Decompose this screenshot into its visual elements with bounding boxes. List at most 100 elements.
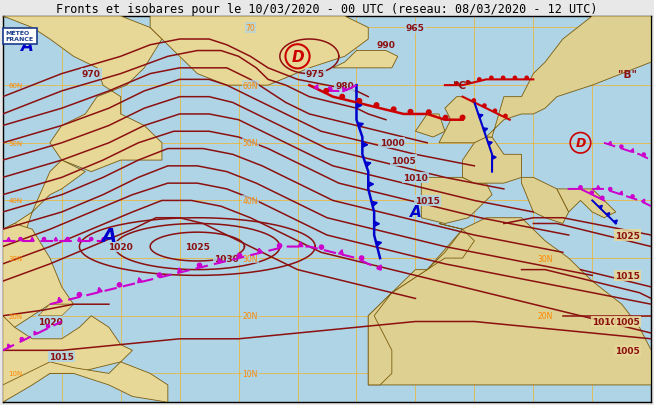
Circle shape <box>46 325 50 328</box>
Text: 50N: 50N <box>9 141 23 147</box>
Text: 1025: 1025 <box>185 243 210 252</box>
Text: 30N: 30N <box>243 254 258 263</box>
Polygon shape <box>3 17 162 172</box>
Text: 1015: 1015 <box>415 196 439 205</box>
Polygon shape <box>377 265 381 271</box>
Polygon shape <box>358 124 364 128</box>
Text: 30N: 30N <box>9 256 23 262</box>
Polygon shape <box>421 178 492 224</box>
Polygon shape <box>374 222 379 227</box>
Circle shape <box>426 111 431 115</box>
Polygon shape <box>97 288 102 293</box>
Text: 1015: 1015 <box>49 352 74 361</box>
Polygon shape <box>3 224 73 402</box>
Circle shape <box>477 79 481 82</box>
Polygon shape <box>333 51 398 69</box>
Polygon shape <box>439 98 486 143</box>
Circle shape <box>466 81 470 85</box>
Polygon shape <box>376 242 381 247</box>
Circle shape <box>600 197 604 200</box>
Circle shape <box>77 293 82 297</box>
Polygon shape <box>462 138 521 184</box>
Polygon shape <box>101 238 105 241</box>
Polygon shape <box>368 182 373 187</box>
Circle shape <box>340 95 345 100</box>
Text: "C": "C" <box>453 81 472 91</box>
Text: 40N: 40N <box>9 198 23 204</box>
Polygon shape <box>218 258 222 264</box>
Text: 975: 975 <box>305 70 324 79</box>
Circle shape <box>19 238 22 241</box>
Text: 1010: 1010 <box>403 173 428 182</box>
Polygon shape <box>415 115 445 138</box>
Circle shape <box>472 100 475 103</box>
Circle shape <box>66 238 69 241</box>
Text: 1005: 1005 <box>391 156 416 165</box>
Circle shape <box>117 283 122 287</box>
Text: D: D <box>291 50 304 65</box>
Polygon shape <box>365 162 371 167</box>
Text: 965: 965 <box>406 24 425 33</box>
Circle shape <box>328 88 332 92</box>
Polygon shape <box>371 202 377 207</box>
Polygon shape <box>483 128 488 132</box>
Polygon shape <box>557 190 616 218</box>
Polygon shape <box>478 115 483 119</box>
Text: 20N: 20N <box>9 313 23 319</box>
Text: A: A <box>409 205 421 220</box>
Circle shape <box>357 99 362 104</box>
Circle shape <box>493 110 496 113</box>
Circle shape <box>360 256 364 260</box>
Circle shape <box>237 254 241 258</box>
Polygon shape <box>642 200 645 203</box>
Circle shape <box>525 77 528 80</box>
Circle shape <box>504 115 507 118</box>
Polygon shape <box>178 268 182 273</box>
Text: 1000: 1000 <box>379 139 404 148</box>
Polygon shape <box>368 218 651 385</box>
Polygon shape <box>138 278 143 283</box>
Text: 40N: 40N <box>243 196 258 205</box>
Polygon shape <box>596 186 600 190</box>
Text: 980: 980 <box>336 81 354 90</box>
Circle shape <box>502 77 505 80</box>
Polygon shape <box>314 85 318 90</box>
Polygon shape <box>492 156 496 160</box>
Polygon shape <box>486 17 651 138</box>
Text: 70: 70 <box>245 24 255 33</box>
Text: 1005: 1005 <box>615 346 640 355</box>
Circle shape <box>43 238 46 241</box>
Text: 990: 990 <box>377 41 396 50</box>
Text: 60N: 60N <box>243 81 258 90</box>
Circle shape <box>158 273 162 277</box>
Text: MÉTÉO
FRANCE: MÉTÉO FRANCE <box>6 31 34 42</box>
Polygon shape <box>606 213 610 217</box>
Polygon shape <box>339 250 343 255</box>
Circle shape <box>642 153 645 157</box>
Text: 970: 970 <box>82 70 101 79</box>
Polygon shape <box>619 192 623 196</box>
Text: 10N: 10N <box>243 369 258 378</box>
Polygon shape <box>3 161 85 230</box>
Text: 1010: 1010 <box>592 317 617 326</box>
Text: 1020: 1020 <box>109 243 133 252</box>
Text: 50N: 50N <box>243 139 258 148</box>
Circle shape <box>198 264 201 268</box>
Circle shape <box>513 77 517 80</box>
Circle shape <box>391 108 396 112</box>
Circle shape <box>590 192 593 195</box>
Text: 1025: 1025 <box>615 231 640 240</box>
Polygon shape <box>54 238 58 241</box>
Polygon shape <box>356 103 362 109</box>
Text: 20N: 20N <box>538 311 553 320</box>
Circle shape <box>90 238 93 241</box>
Circle shape <box>408 110 413 115</box>
Text: 1005: 1005 <box>615 317 640 326</box>
Circle shape <box>631 195 634 198</box>
Text: A: A <box>20 37 33 55</box>
Polygon shape <box>258 249 262 254</box>
Circle shape <box>609 188 611 191</box>
Polygon shape <box>368 224 474 385</box>
Circle shape <box>277 244 282 248</box>
Circle shape <box>443 116 448 121</box>
